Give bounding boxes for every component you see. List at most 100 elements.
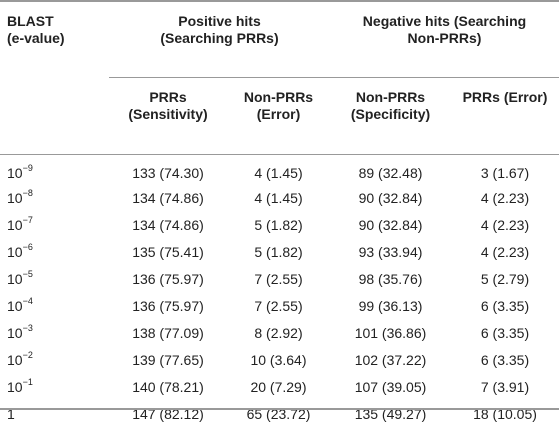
value-cell-c2: 4 (1.45) xyxy=(227,155,330,186)
header-nonprrs-error: Non-PRRs (Error) xyxy=(227,78,330,155)
value-cell-c3: 90 (32.84) xyxy=(330,212,451,239)
header-negative-hits: Negative hits (Searching Non-PRRs) xyxy=(330,0,559,78)
value-cell-c2: 7 (2.55) xyxy=(227,293,330,320)
value-cell-c4: 7 (3.91) xyxy=(451,374,559,401)
value-cell-c2: 8 (2.92) xyxy=(227,320,330,347)
value-cell-c2: 20 (7.29) xyxy=(227,374,330,401)
header-sub-label: PRRs (Error) xyxy=(463,89,548,105)
value-cell-c1: 136 (75.97) xyxy=(109,266,227,293)
value-cell-c4: 5 (2.79) xyxy=(451,266,559,293)
evalue-exponent: −3 xyxy=(23,323,33,333)
evalue-exponent: −8 xyxy=(23,188,33,198)
value-cell-c2: 65 (23.72) xyxy=(227,401,330,428)
value-cell-c3: 135 (49.27) xyxy=(330,401,451,428)
value-cell-c2: 4 (1.45) xyxy=(227,185,330,212)
value-cell-c4: 4 (2.23) xyxy=(451,185,559,212)
header-positive-hits: Positive hits (Searching PRRs) xyxy=(109,0,330,78)
header-prrs-sensitivity: PRRs (Sensitivity) xyxy=(109,78,227,155)
value-cell-c1: 136 (75.97) xyxy=(109,293,227,320)
value-cell-c3: 98 (35.76) xyxy=(330,266,451,293)
evalue-exponent: −9 xyxy=(23,163,33,173)
evalue-cell: 10−4 xyxy=(0,293,109,320)
value-cell-c3: 102 (37.22) xyxy=(330,347,451,374)
header-positive-title: Positive hits xyxy=(178,13,260,29)
value-cell-c2: 5 (1.82) xyxy=(227,212,330,239)
header-sub-label: (Specificity) xyxy=(351,106,430,122)
header-negative-subtitle: Non-PRRs) xyxy=(408,30,482,46)
header-sub-label: Non-PRRs xyxy=(244,89,313,105)
evalue-cell: 10−2 xyxy=(0,347,109,374)
evalue-exponent: −1 xyxy=(23,377,33,387)
evalue-cell: 10−9 xyxy=(0,155,109,186)
value-cell-c1: 140 (78.21) xyxy=(109,374,227,401)
value-cell-c4: 6 (3.35) xyxy=(451,320,559,347)
value-cell-c3: 90 (32.84) xyxy=(330,185,451,212)
header-sub-label: (Sensitivity) xyxy=(128,106,207,122)
value-cell-c2: 5 (1.82) xyxy=(227,239,330,266)
value-cell-c4: 6 (3.35) xyxy=(451,347,559,374)
evalue-base: 10 xyxy=(7,271,23,287)
value-cell-c1: 139 (77.65) xyxy=(109,347,227,374)
evalue-base: 10 xyxy=(7,379,23,395)
evalue-exponent: −5 xyxy=(23,269,33,279)
header-row-groups: BLAST (e-value) Positive hits (Searching… xyxy=(0,0,559,78)
header-sub-label: Non-PRRs xyxy=(356,89,425,105)
evalue-base: 10 xyxy=(7,217,23,233)
evalue-exponent: −4 xyxy=(23,296,33,306)
header-sub-label: PRRs xyxy=(149,89,186,105)
evalue-base: 10 xyxy=(7,244,23,260)
header-blast-evalue: BLAST (e-value) xyxy=(0,0,109,78)
evalue-cell: 10−7 xyxy=(0,212,109,239)
evalue-base: 10 xyxy=(7,190,23,206)
value-cell-c1: 133 (74.30) xyxy=(109,155,227,186)
value-cell-c2: 10 (3.64) xyxy=(227,347,330,374)
value-cell-c4: 4 (2.23) xyxy=(451,212,559,239)
value-cell-c1: 147 (82.12) xyxy=(109,401,227,428)
header-prrs-error: PRRs (Error) xyxy=(451,78,559,155)
header-sub-label: (Error) xyxy=(257,106,301,122)
value-cell-c4: 3 (1.67) xyxy=(451,155,559,186)
evalue-base: 10 xyxy=(7,352,23,368)
value-cell-c1: 134 (74.86) xyxy=(109,185,227,212)
header-positive-subtitle: (Searching PRRs) xyxy=(160,30,278,46)
evalue-cell: 10−8 xyxy=(0,185,109,212)
evalue-exponent: −7 xyxy=(23,215,33,225)
value-cell-c4: 18 (10.05) xyxy=(451,401,559,428)
value-cell-c3: 107 (39.05) xyxy=(330,374,451,401)
evalue-exponent: −2 xyxy=(23,350,33,360)
value-cell-c3: 99 (36.13) xyxy=(330,293,451,320)
header-blank-cell xyxy=(0,78,109,155)
evalue-cell: 1 xyxy=(0,401,109,428)
header-nonprrs-specificity: Non-PRRs (Specificity) xyxy=(330,78,451,155)
value-cell-c4: 6 (3.35) xyxy=(451,293,559,320)
value-cell-c1: 135 (75.41) xyxy=(109,239,227,266)
value-cell-c3: 101 (36.86) xyxy=(330,320,451,347)
value-cell-c4: 4 (2.23) xyxy=(451,239,559,266)
header-negative-title: Negative hits (Searching xyxy=(363,13,526,29)
value-cell-c3: 89 (32.48) xyxy=(330,155,451,186)
evalue-cell: 10−1 xyxy=(0,374,109,401)
header-row-columns: PRRs (Sensitivity) Non-PRRs (Error) Non-… xyxy=(0,78,559,155)
value-cell-c3: 93 (33.94) xyxy=(330,239,451,266)
evalue-base: 10 xyxy=(7,298,23,314)
value-cell-c1: 138 (77.09) xyxy=(109,320,227,347)
evalue-cell: 10−3 xyxy=(0,320,109,347)
evalue-base: 10 xyxy=(7,165,23,181)
value-cell-c1: 134 (74.86) xyxy=(109,212,227,239)
evalue-cell: 10−5 xyxy=(0,266,109,293)
evalue-cell: 10−6 xyxy=(0,239,109,266)
results-table-container: BLAST (e-value) Positive hits (Searching… xyxy=(0,0,559,410)
evalue-exponent: −6 xyxy=(23,242,33,252)
